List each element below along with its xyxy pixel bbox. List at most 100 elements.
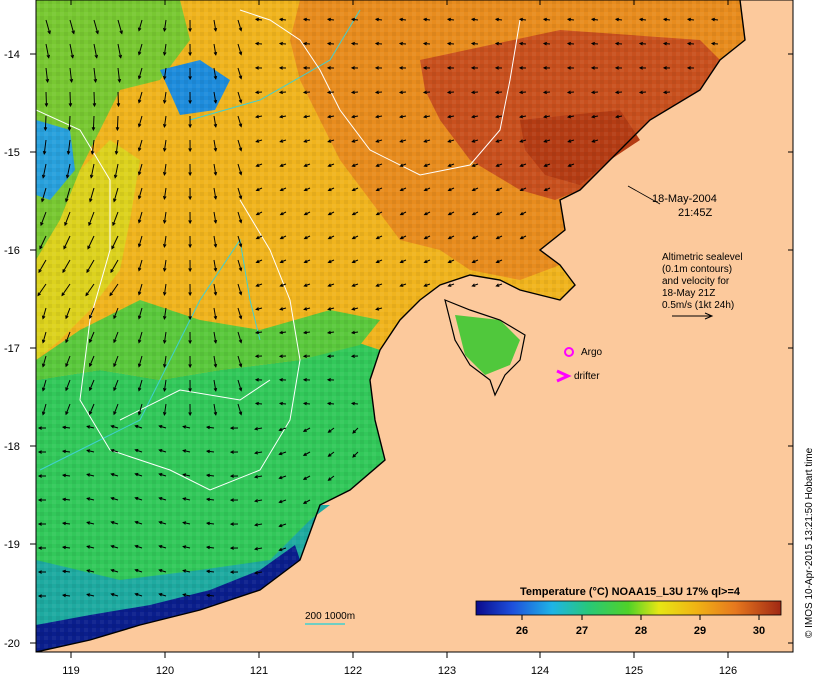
argo-marker [564, 347, 574, 357]
velocity-arrow [471, 235, 479, 240]
velocity-arrow [423, 114, 431, 119]
velocity-arrow [351, 163, 359, 167]
velocity-arrow [213, 379, 218, 392]
lon-tick-label: 119 [62, 665, 80, 677]
velocity-arrow [162, 403, 167, 416]
colorbar-tick-label: 28 [635, 625, 647, 637]
velocity-arrow [542, 90, 551, 95]
velocity-arrow [213, 91, 218, 104]
velocity-arrow [229, 426, 239, 430]
velocity-arrow [45, 67, 50, 83]
velocity-arrow [205, 473, 215, 478]
velocity-arrow [205, 593, 215, 598]
velocity-arrow [495, 139, 503, 143]
velocity-arrow [137, 283, 143, 296]
velocity-arrow [110, 520, 119, 525]
velocity-arrow [188, 19, 192, 33]
lat-tick-label: -18 [4, 441, 20, 453]
velocity-arrow [213, 211, 218, 224]
velocity-arrow [213, 283, 218, 296]
velocity-arrow [213, 115, 218, 128]
velocity-arrow [229, 498, 239, 502]
velocity-arrow [158, 592, 167, 597]
velocity-arrow [302, 378, 311, 382]
velocity-arrow [88, 211, 95, 227]
velocity-arrow [64, 211, 71, 227]
velocity-arrow [351, 259, 359, 264]
velocity-arrow [237, 403, 243, 416]
velocity-arrow [566, 41, 575, 46]
velocity-arrow [110, 592, 119, 597]
velocity-arrow [86, 449, 95, 453]
velocity-arrow [614, 66, 623, 70]
velocity-arrow [327, 451, 335, 457]
velocity-arrow [399, 211, 407, 216]
velocity-arrow [350, 401, 359, 406]
drifter-label: drifter [574, 371, 600, 382]
velocity-arrow [470, 66, 479, 70]
velocity-arrow [446, 41, 455, 46]
velocity-arrow [93, 43, 99, 59]
velocity-arrow [188, 91, 192, 105]
velocity-arrow [567, 163, 575, 167]
velocity-arrow [495, 211, 503, 216]
velocity-arrow [137, 331, 143, 344]
velocity-arrow [182, 497, 191, 501]
velocity-arrow [237, 187, 243, 200]
velocity-arrow [116, 91, 121, 108]
velocity-arrow [591, 139, 599, 143]
velocity-arrow [162, 211, 167, 224]
velocity-arrow [638, 41, 647, 46]
velocity-arrow [93, 19, 99, 35]
velocity-arrow [137, 403, 143, 416]
velocity-arrow [237, 163, 243, 176]
depth-contour-200m [189, 9, 361, 121]
velocity-arrow [134, 472, 143, 477]
depth-contour-1000m [39, 238, 261, 471]
velocity-arrow [162, 307, 167, 320]
velocity-arrow [350, 41, 359, 46]
velocity-arrow [89, 187, 95, 203]
lat-tick-label: -20 [4, 638, 20, 650]
velocity-arrow [422, 66, 431, 70]
velocity-arrow [45, 43, 51, 59]
velocity-arrow [237, 283, 243, 296]
velocity-arrow [422, 17, 431, 22]
lon-tick-label: 126 [719, 665, 737, 677]
velocity-arrow [113, 403, 119, 416]
velocity-arrow [137, 379, 143, 392]
velocity-arrow [710, 17, 719, 22]
velocity-arrow [188, 355, 192, 369]
velocity-arrow [188, 283, 192, 297]
velocity-arrow [255, 235, 263, 240]
velocity-arrow [229, 450, 239, 454]
velocity-arrow [662, 66, 671, 70]
velocity-arrow [188, 403, 192, 417]
velocity-arrow [423, 259, 431, 264]
velocity-arrow [254, 66, 263, 70]
velocity-arrow [352, 451, 359, 458]
velocity-arrow [399, 163, 407, 167]
velocity-arrow [37, 426, 47, 430]
velocity-arrow [254, 450, 263, 455]
velocity-arrow [447, 235, 455, 240]
velocity-arrow [471, 259, 479, 264]
colorbar-tick-label: 29 [694, 625, 706, 637]
velocity-arrow [113, 163, 119, 179]
velocity-arrow [254, 354, 263, 358]
velocity-arrow [182, 425, 191, 429]
velocity-arrow [213, 259, 218, 272]
velocity-arrow [302, 427, 311, 432]
velocity-arrow [86, 425, 95, 429]
velocity-arrow [303, 114, 311, 119]
velocity-arrow [254, 330, 263, 335]
velocity-arrow [255, 163, 263, 167]
velocity-arrow [471, 187, 479, 192]
velocity-arrow [278, 451, 287, 456]
velocity-arrow [254, 90, 263, 95]
velocity-arrow [137, 211, 143, 224]
velocity-arrow [638, 17, 647, 22]
velocity-arrow [113, 331, 119, 344]
velocity-arrow [188, 139, 192, 153]
sealevel-contour-3 [119, 379, 271, 421]
